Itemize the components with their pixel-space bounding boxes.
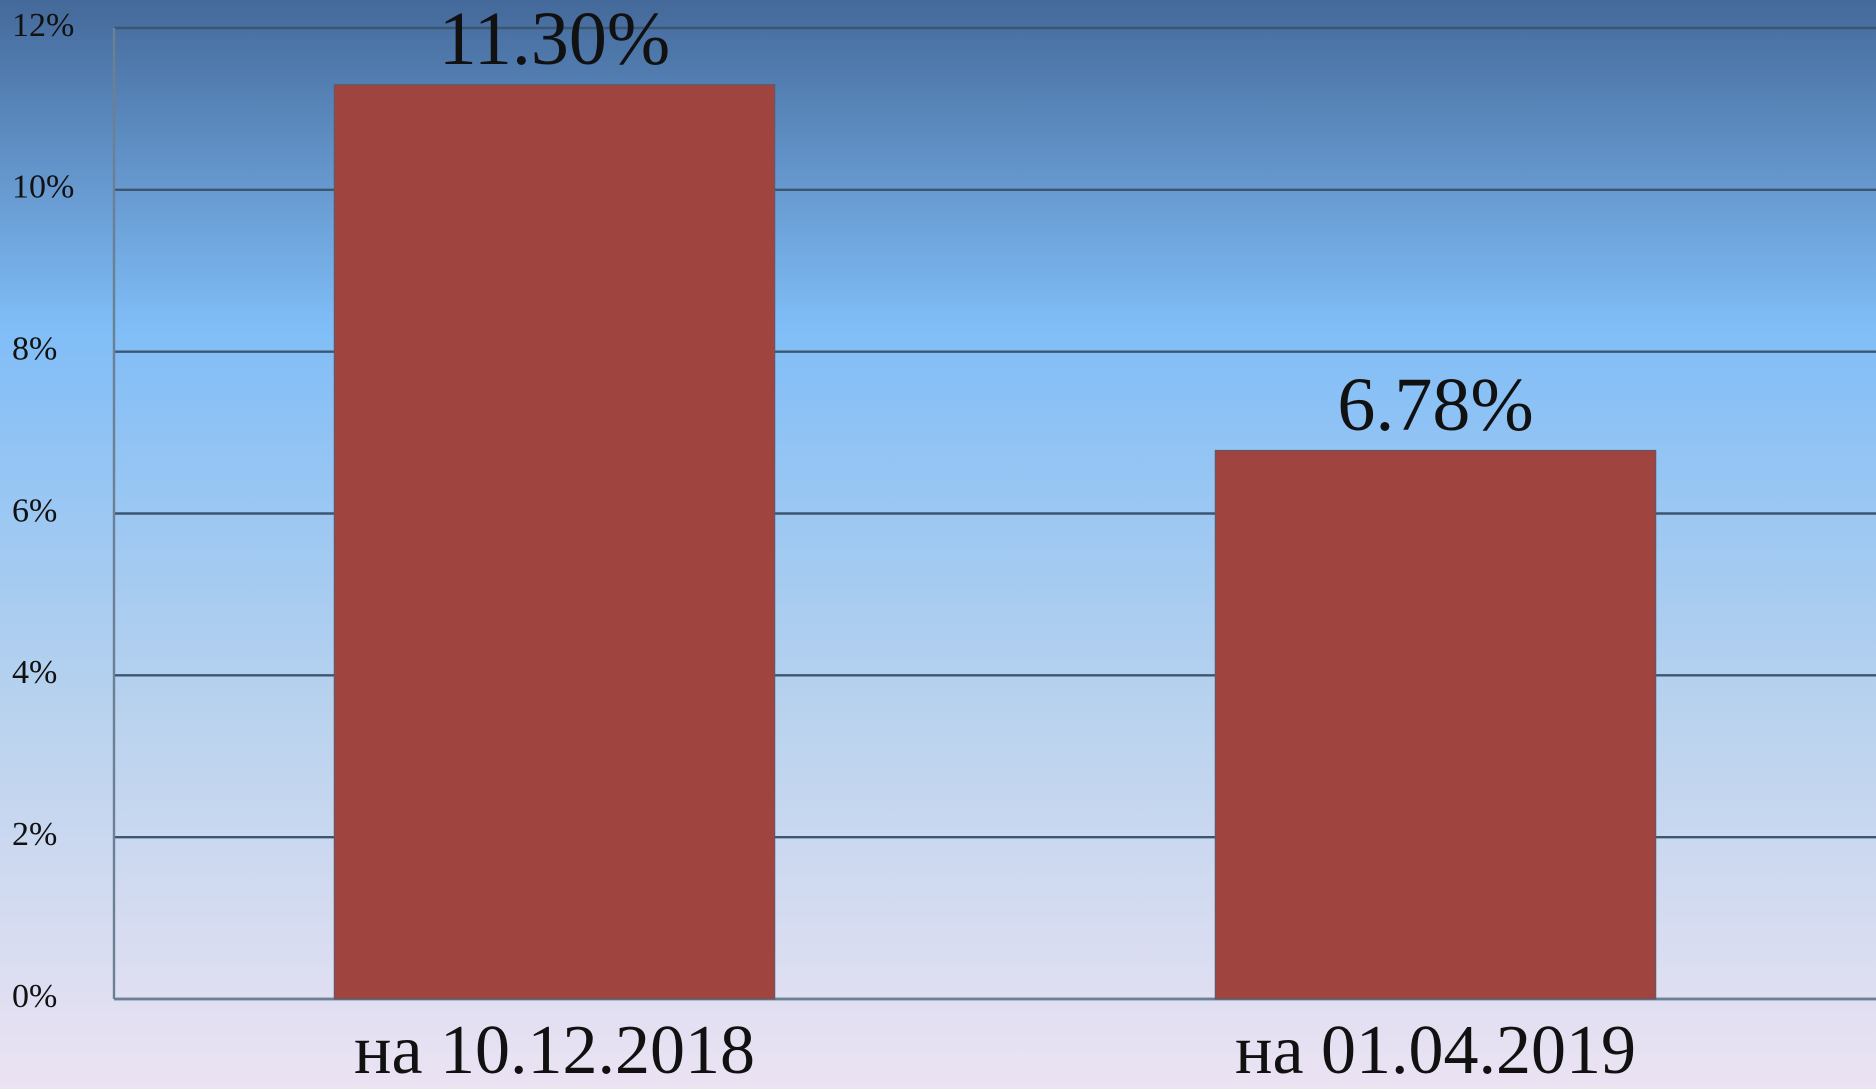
- y-tick-label: 6%: [12, 492, 57, 529]
- y-tick-label: 10%: [12, 169, 74, 206]
- y-tick-label: 8%: [12, 330, 57, 367]
- bar: [1214, 449, 1657, 1000]
- x-tick-label: на 10.12.2018: [354, 1012, 755, 1089]
- value-label: 11.30%: [439, 0, 671, 81]
- x-tick-label: на 01.04.2019: [1235, 1012, 1636, 1089]
- y-tick-label: 12%: [12, 7, 74, 44]
- y-tick-label: 4%: [12, 654, 57, 691]
- bar: [333, 84, 776, 1000]
- value-label: 6.78%: [1337, 363, 1533, 447]
- y-tick-label: 0%: [12, 978, 57, 1015]
- y-tick-label: 2%: [12, 816, 57, 853]
